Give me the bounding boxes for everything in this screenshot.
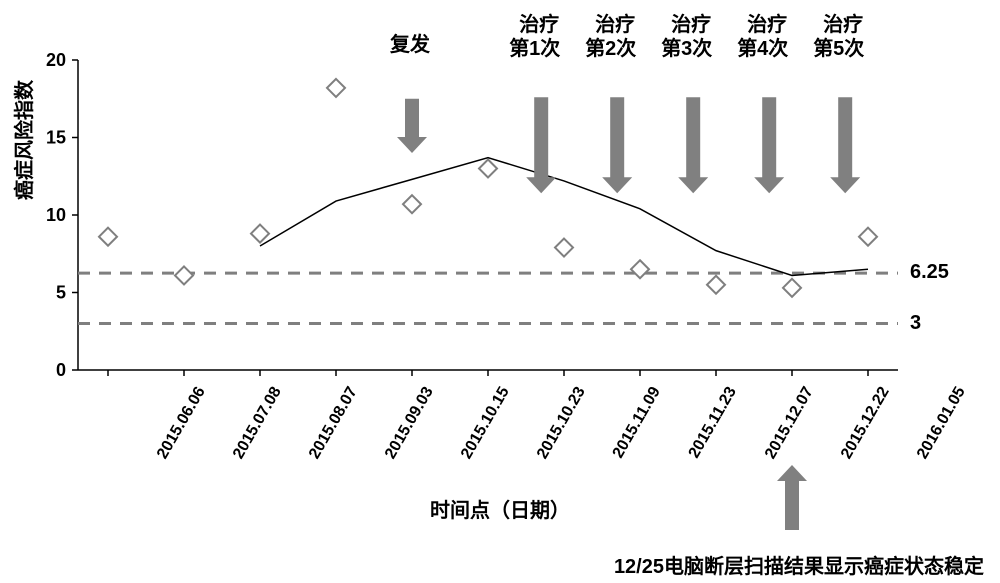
y-axis-label: 癌症风险指数 — [8, 80, 37, 200]
svg-text:15: 15 — [46, 128, 66, 148]
svg-text:20: 20 — [46, 50, 66, 70]
svg-text:5: 5 — [56, 283, 66, 303]
svg-text:10: 10 — [46, 205, 66, 225]
arrow-down-icon — [602, 97, 632, 193]
x-tick-label: 2015.07.08 — [230, 384, 286, 462]
arrow-down-icon — [678, 97, 708, 193]
data-point — [631, 260, 649, 278]
hline-label: 6.25 — [910, 261, 949, 284]
annotation-label: 第3次 — [661, 32, 712, 61]
plot-area: 05101520 — [78, 60, 898, 370]
data-point — [251, 225, 269, 243]
data-point — [175, 266, 193, 284]
arrow-up-icon — [777, 465, 807, 530]
data-point — [783, 279, 801, 297]
data-point — [479, 160, 497, 178]
x-tick-label: 2015.09.03 — [382, 384, 438, 462]
x-tick-label: 2015.11.09 — [610, 384, 665, 462]
x-axis-label: 时间点（日期） — [430, 494, 570, 523]
annotation-label: 第4次 — [737, 32, 788, 61]
data-point — [859, 228, 877, 246]
footer-note: 12/25电脑断层扫描结果显示癌症状态稳定 — [614, 550, 984, 579]
svg-text:0: 0 — [56, 360, 66, 380]
data-point — [327, 79, 345, 97]
data-point — [99, 228, 117, 246]
chart-container: 癌症风险指数 05101520 2015.06.062015.07.082015… — [0, 0, 1000, 583]
annotation-label: 复发 — [390, 28, 430, 57]
arrow-down-icon — [397, 99, 427, 153]
x-tick-label: 2015.10.15 — [458, 384, 514, 462]
annotation-label: 第5次 — [813, 32, 864, 61]
x-tick-label: 2015.08.07 — [306, 384, 362, 462]
annotation-label: 第1次 — [509, 32, 560, 61]
hline-label: 3 — [910, 312, 921, 335]
data-point — [707, 276, 725, 294]
x-tick-label: 2016.01.05 — [914, 384, 970, 462]
data-point — [555, 239, 573, 257]
arrow-down-icon — [754, 97, 784, 193]
x-tick-label: 2015.06.06 — [154, 384, 210, 462]
x-tick-label: 2015.10.23 — [534, 384, 590, 462]
plot-svg: 05101520 — [78, 60, 898, 370]
annotation-label: 第2次 — [585, 32, 636, 61]
arrow-down-icon — [830, 97, 860, 193]
data-point — [403, 195, 421, 213]
x-tick-label: 2015.12.07 — [762, 384, 818, 462]
arrow-down-icon — [526, 97, 556, 193]
x-tick-label: 2015.12.22 — [838, 384, 894, 462]
x-tick-label: 2015.11.23 — [686, 384, 741, 462]
